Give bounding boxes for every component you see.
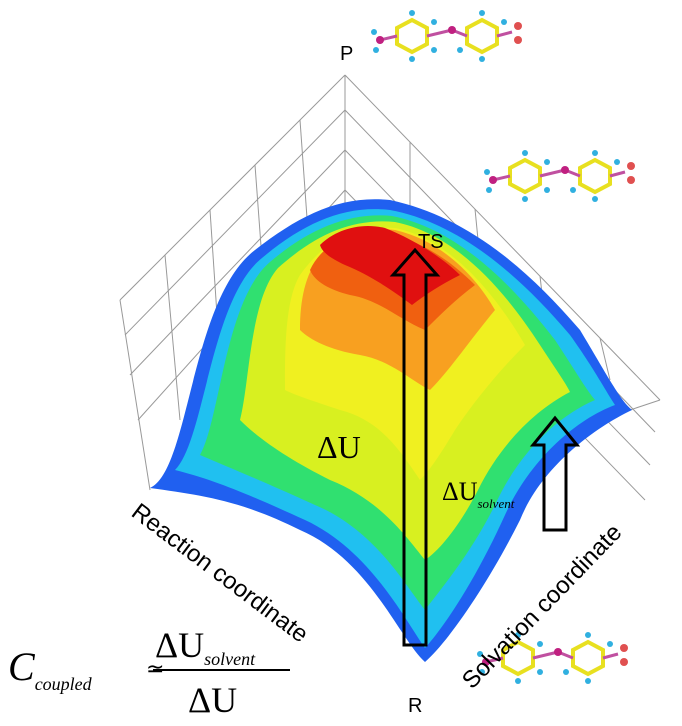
- denominator: ΔU: [188, 680, 237, 720]
- symbol: ΔU: [155, 625, 204, 665]
- point-label: TS: [418, 231, 444, 253]
- page: { "points": {"product": "P", "transition…: [0, 0, 682, 726]
- numerator: ΔUsolvent: [155, 625, 256, 669]
- delta-u-label: ΔU: [317, 429, 361, 465]
- subscript: coupled: [35, 674, 93, 694]
- subscript: solvent: [478, 496, 515, 511]
- lhs: Ccoupled: [8, 644, 93, 694]
- figure: P TS R Reaction coordinate Solvation coo…: [0, 0, 682, 726]
- subscript: solvent: [204, 649, 256, 669]
- point-label: P: [340, 43, 353, 65]
- symbol: C: [8, 644, 36, 689]
- equation: Ccoupled ≃ ΔUsolvent ΔU: [8, 625, 290, 720]
- symbol: ΔU: [442, 477, 478, 506]
- point-label: R: [408, 695, 422, 717]
- symbol: ΔU: [317, 429, 361, 465]
